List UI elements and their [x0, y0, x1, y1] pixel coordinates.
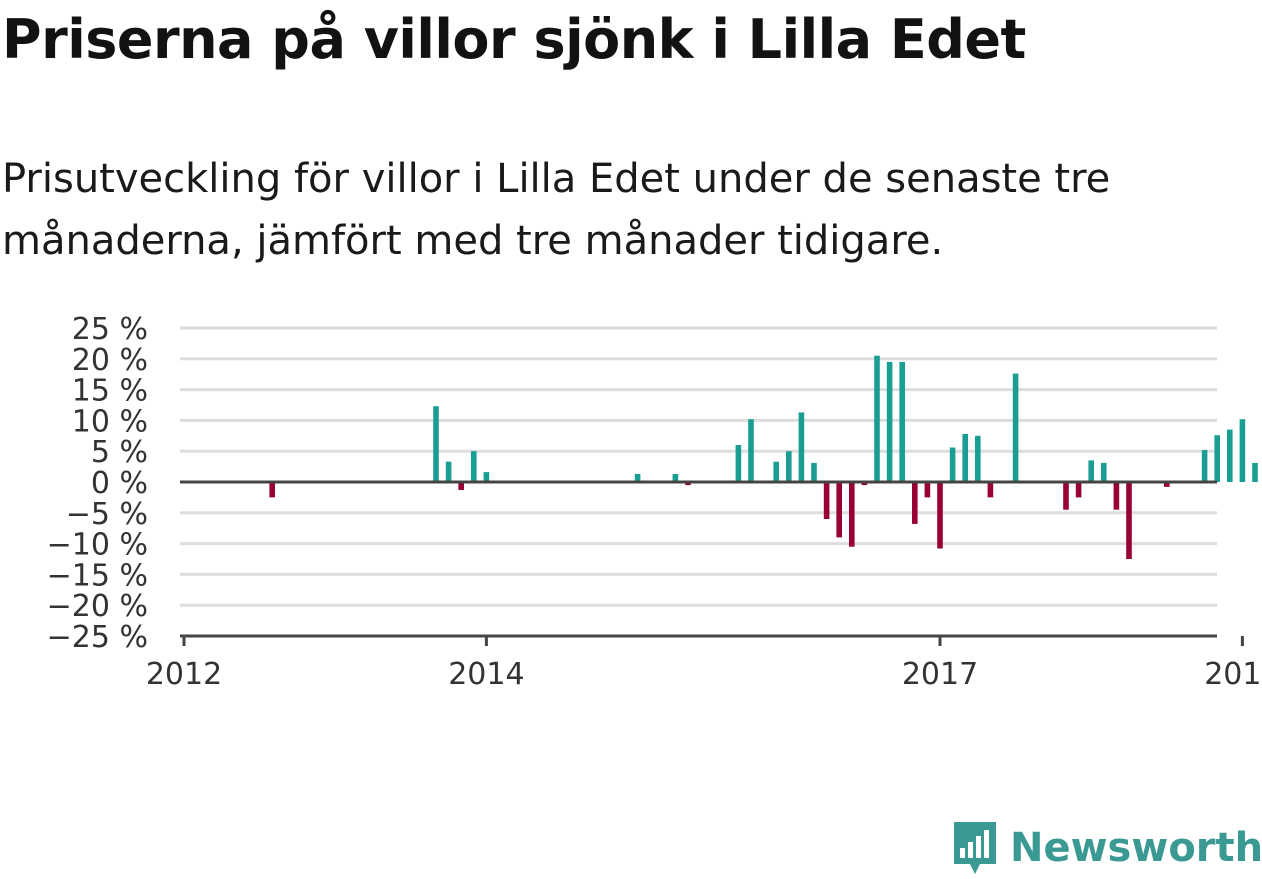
bar	[874, 355, 880, 482]
y-tick-label: 10 %	[72, 404, 148, 439]
bar-chart: 25 %20 %15 %10 %5 %0 %−5 %−10 %−15 %−20 …	[47, 312, 1262, 692]
brand-logo: Newsworthy	[950, 818, 1262, 878]
y-tick-label: −25 %	[47, 620, 148, 655]
bar	[886, 361, 893, 482]
bar	[269, 482, 275, 498]
bar	[912, 482, 918, 524]
bar	[1113, 482, 1120, 510]
bar	[924, 482, 931, 498]
bar	[1214, 435, 1220, 482]
x-tick-label: 2014	[448, 657, 524, 692]
bar	[975, 435, 981, 482]
bar	[748, 419, 754, 482]
bar	[899, 361, 905, 482]
bar	[445, 461, 452, 482]
labels: 25 %20 %15 %10 %5 %0 %−5 %−10 %−15 %−20 …	[47, 312, 1262, 692]
bar	[987, 482, 994, 498]
bar	[1252, 462, 1258, 482]
bar	[823, 482, 830, 519]
bar	[1239, 419, 1246, 482]
y-tick-label: 15 %	[72, 374, 148, 409]
bar	[811, 462, 817, 482]
y-tick-label: −10 %	[47, 528, 148, 563]
x-tick-label: 2012	[146, 657, 222, 692]
chart-title: Priserna på villor sjönk i Lilla Edet	[2, 8, 1026, 71]
bar	[458, 482, 464, 490]
bar	[634, 474, 641, 482]
y-tick-label: −5 %	[66, 497, 148, 532]
bar	[1075, 482, 1082, 498]
bar	[1126, 482, 1132, 559]
y-tick-label: −20 %	[47, 589, 148, 624]
bar	[1164, 482, 1170, 487]
bars	[269, 355, 1258, 559]
axes	[180, 480, 1244, 646]
bar	[1063, 482, 1069, 510]
bar	[962, 434, 968, 482]
bar	[685, 482, 691, 486]
bar	[949, 447, 956, 482]
x-tick-label: 2017	[902, 657, 978, 692]
y-tick-label: −15 %	[47, 558, 148, 593]
bar	[849, 482, 855, 547]
bar	[1201, 450, 1208, 482]
bar	[798, 412, 805, 482]
y-tick-label: 20 %	[72, 343, 148, 378]
bar	[483, 472, 490, 482]
bar	[1101, 462, 1107, 482]
bar	[471, 451, 477, 482]
y-tick-label: 0 %	[91, 466, 148, 501]
chart-subtitle: Prisutveckling för villor i Lilla Edet u…	[2, 156, 1111, 264]
bar	[735, 445, 742, 482]
bar	[773, 461, 779, 482]
x-tick-label: 2019	[1204, 657, 1262, 692]
newsworthy-logo-icon	[954, 822, 996, 874]
bar	[836, 482, 842, 538]
bar	[1088, 460, 1094, 482]
bar	[786, 451, 792, 482]
brand-name: Newsworthy	[1010, 825, 1262, 871]
bar	[433, 406, 439, 482]
y-tick-label: 5 %	[91, 435, 148, 470]
bar	[672, 474, 679, 482]
bar	[1012, 373, 1019, 482]
bar	[861, 482, 868, 486]
bar	[1227, 429, 1233, 482]
bar	[937, 482, 943, 549]
y-tick-label: 25 %	[72, 312, 148, 347]
